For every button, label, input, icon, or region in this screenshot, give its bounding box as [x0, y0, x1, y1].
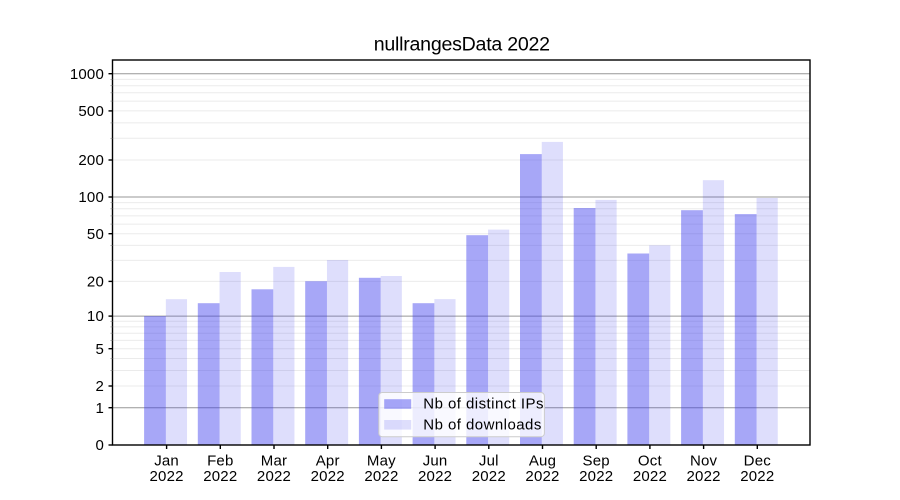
svg-text:100: 100 — [78, 189, 104, 206]
svg-text:Feb: Feb — [207, 453, 233, 470]
svg-text:2022: 2022 — [311, 468, 345, 485]
svg-text:2022: 2022 — [579, 468, 613, 485]
svg-text:Apr: Apr — [316, 453, 340, 470]
svg-text:2022: 2022 — [418, 468, 452, 485]
svg-text:2022: 2022 — [150, 468, 184, 485]
svg-text:2: 2 — [95, 378, 104, 395]
svg-text:May: May — [367, 453, 396, 470]
svg-text:20: 20 — [87, 274, 104, 291]
svg-text:1: 1 — [95, 400, 104, 417]
svg-text:Nov: Nov — [690, 453, 718, 470]
svg-text:2022: 2022 — [257, 468, 291, 485]
svg-text:2022: 2022 — [203, 468, 237, 485]
svg-text:2022: 2022 — [525, 468, 559, 485]
svg-text:Nb of distinct IPs: Nb of distinct IPs — [423, 395, 544, 412]
svg-text:Sep: Sep — [583, 453, 610, 470]
svg-text:2022: 2022 — [633, 468, 667, 485]
svg-text:500: 500 — [78, 103, 104, 120]
svg-text:Jan: Jan — [154, 453, 179, 470]
svg-text:10: 10 — [87, 308, 104, 325]
svg-text:2022: 2022 — [472, 468, 506, 485]
svg-text:2022: 2022 — [364, 468, 398, 485]
svg-text:Nb of downloads: Nb of downloads — [423, 416, 542, 433]
svg-text:Oct: Oct — [638, 453, 663, 470]
svg-text:Aug: Aug — [529, 453, 556, 470]
svg-text:5: 5 — [95, 341, 104, 358]
svg-text:Jul: Jul — [479, 453, 499, 470]
svg-text:Jun: Jun — [423, 453, 448, 470]
svg-text:Mar: Mar — [261, 453, 287, 470]
svg-text:1000: 1000 — [70, 66, 104, 83]
svg-text:2022: 2022 — [740, 468, 774, 485]
svg-text:0: 0 — [95, 437, 104, 454]
svg-text:2022: 2022 — [687, 468, 721, 485]
svg-text:200: 200 — [78, 152, 104, 169]
svg-text:50: 50 — [87, 226, 104, 243]
svg-text:Dec: Dec — [744, 453, 772, 470]
svg-text:nullrangesData 2022: nullrangesData 2022 — [374, 34, 550, 56]
